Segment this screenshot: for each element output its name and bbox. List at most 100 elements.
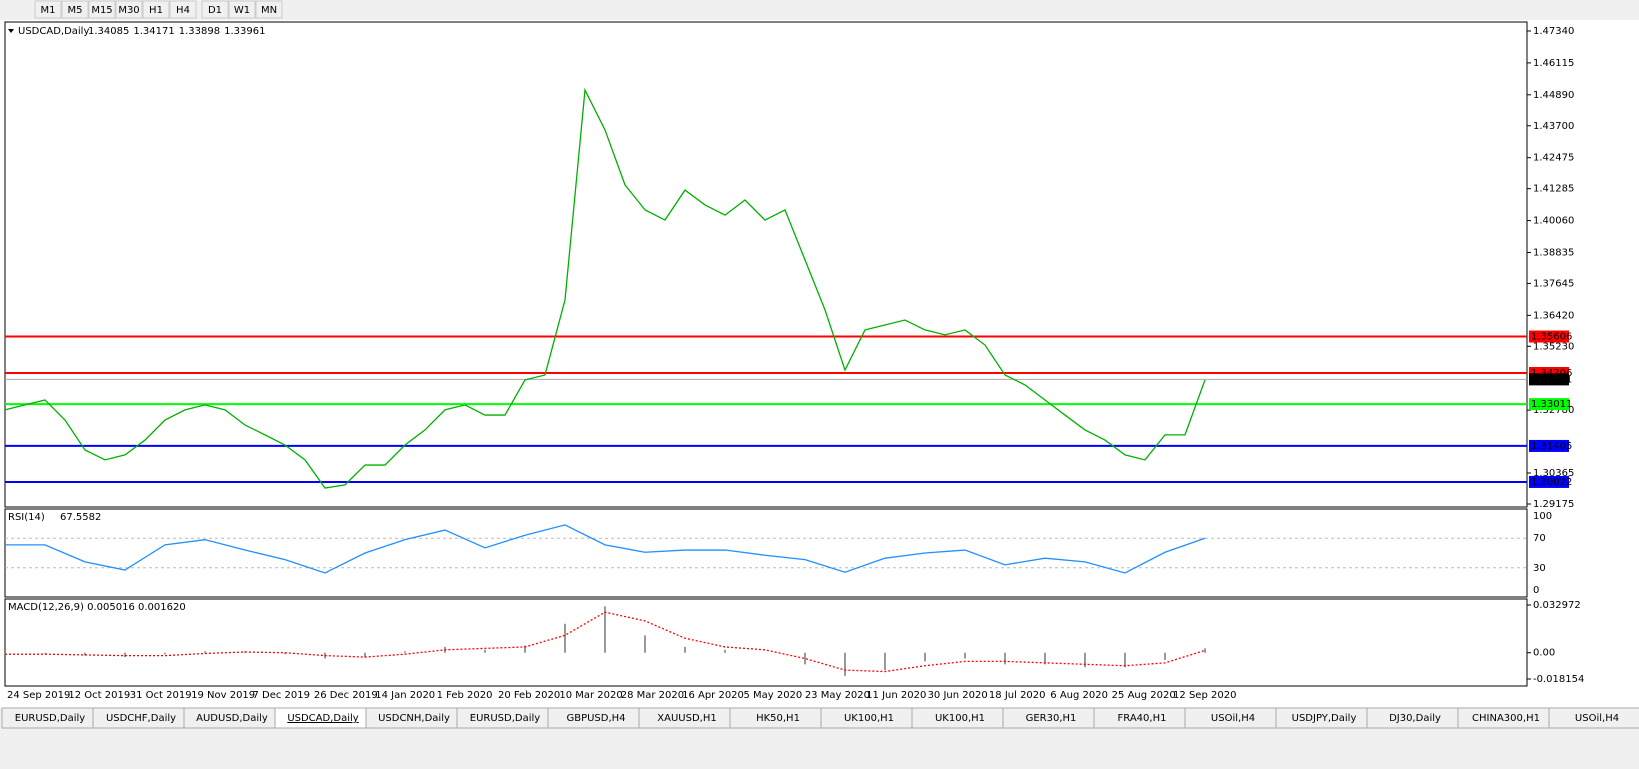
rsi-tick-label: 0: [1533, 585, 1539, 596]
tab-label[interactable]: DJ30,Daily: [1389, 713, 1441, 724]
tab-label[interactable]: XAUUSD,H1: [657, 713, 716, 724]
timeframe-label[interactable]: MN: [261, 5, 277, 16]
x-tick-label: 23 May 2020: [805, 690, 870, 701]
level-label: 1.33961: [1531, 374, 1572, 385]
x-tick-label: 1 Feb 2020: [437, 690, 493, 701]
macd-tick-label: 0.00: [1533, 648, 1555, 659]
timeframe-label[interactable]: M5: [68, 5, 83, 16]
price-panel: [4, 21, 1528, 508]
chart-window: [0, 20, 1639, 708]
toolbar: [0, 0, 1639, 20]
x-tick-label: 14 Jan 2020: [375, 690, 435, 701]
tab-label[interactable]: EURUSD,Daily: [15, 713, 86, 724]
timeframe-button[interactable]: [142, 0, 170, 19]
rsi-tick-label: 70: [1533, 533, 1546, 544]
y-tick-label: 1.36420: [1533, 310, 1574, 321]
y-tick-label: 1.37645: [1533, 278, 1574, 289]
tab-label[interactable]: UK100,H1: [935, 713, 985, 724]
timeframe-label[interactable]: M30: [118, 5, 139, 16]
timeframe-button[interactable]: [169, 0, 197, 19]
x-tick-label: 26 Dec 2019: [314, 690, 378, 701]
level-label: 1.30022: [1531, 477, 1572, 488]
y-tick-label: 1.30365: [1533, 468, 1574, 479]
macd-signal: [5, 611, 1206, 673]
level-tag: [1529, 439, 1569, 452]
rsi-title: RSI(14): [8, 512, 45, 523]
x-tick-label: 25 Aug 2020: [1112, 690, 1176, 701]
timeframe-button[interactable]: [255, 0, 283, 19]
macd-tick-label: -0.018154: [1533, 674, 1584, 685]
chart-title: USDCAD,Daily: [18, 26, 89, 37]
ohlc-value: 1.33961: [224, 26, 265, 37]
ohlc-value: 1.34171: [133, 26, 174, 37]
timeframe-button[interactable]: [88, 0, 116, 19]
timeframe-label[interactable]: M15: [91, 5, 112, 16]
level-label: 1.35606: [1531, 332, 1572, 343]
tab-label[interactable]: UK100,H1: [844, 713, 894, 724]
y-tick-label: 1.32780: [1533, 405, 1574, 416]
x-tick-label: 10 Mar 2020: [559, 690, 622, 701]
level-tag: [1529, 475, 1569, 488]
timeframe-label[interactable]: W1: [234, 5, 250, 16]
x-tick-label: 16 Apr 2020: [682, 690, 744, 701]
x-tick-label: 30 Jun 2020: [928, 690, 988, 701]
level-label: 1.33011: [1531, 399, 1572, 410]
ohlc-value: 1.33898: [179, 26, 220, 37]
ohlc-values: 1.34085 1.34171 1.33898 1.33961: [88, 26, 265, 37]
timeframe-button[interactable]: [34, 0, 62, 19]
tab-label[interactable]: CHINA300,H1: [1472, 713, 1540, 724]
level-tag: [1529, 373, 1569, 386]
x-tick-label: 18 Jul 2020: [989, 690, 1046, 701]
rsi-value: 67.5582: [60, 512, 101, 523]
x-tick-label: 31 Oct 2019: [130, 690, 192, 701]
tab-label[interactable]: USOil,H4: [1211, 713, 1255, 724]
timeframe-button[interactable]: [115, 0, 143, 19]
level-tag: [1529, 398, 1569, 411]
timeframe-button[interactable]: [61, 0, 89, 19]
symbol-tab[interactable]: [1548, 707, 1639, 729]
timeframe-label[interactable]: D1: [208, 5, 222, 16]
rsi-line: [5, 524, 1206, 574]
tab-label[interactable]: FRA40,H1: [1118, 713, 1167, 724]
level-label: 1.31405: [1531, 441, 1572, 452]
y-tick-label: 1.38835: [1533, 247, 1574, 258]
tab-label[interactable]: USDCNH,Daily: [378, 713, 450, 724]
timeframe-button[interactable]: [201, 0, 229, 19]
x-tick-label: 19 Nov 2019: [191, 690, 255, 701]
timeframe-button[interactable]: [228, 0, 256, 19]
x-tick-label: 20 Feb 2020: [498, 690, 560, 701]
timeframe-label[interactable]: H4: [176, 5, 190, 16]
x-tick-label: 5 May 2020: [743, 690, 802, 701]
tab-label[interactable]: EURUSD,Daily: [470, 713, 541, 724]
tab-label[interactable]: USDCHF,Daily: [106, 713, 176, 724]
tab-label[interactable]: USDJPY,Daily: [1292, 713, 1357, 724]
x-tick-label: 6 Aug 2020: [1050, 690, 1108, 701]
macd-tick-label: 0.032972: [1533, 600, 1581, 611]
macd-title: MACD(12,26,9) 0.005016 0.001620: [8, 602, 186, 613]
tab-label[interactable]: AUDUSD,Daily: [196, 713, 268, 724]
y-tick-label: 1.29175: [1533, 499, 1574, 510]
y-tick-label: 1.35230: [1533, 341, 1574, 352]
timeframe-label[interactable]: H1: [149, 5, 163, 16]
tab-label[interactable]: HK50,H1: [756, 713, 800, 724]
rsi-tick-label: 30: [1533, 563, 1546, 574]
ohlc-value: 1.34085: [88, 26, 129, 37]
y-tick-label: 1.47340: [1533, 26, 1574, 37]
x-tick-label: 12 Oct 2019: [68, 690, 130, 701]
tab-label[interactable]: USOil,H4: [1575, 713, 1619, 724]
rsi-tick-label: 100: [1533, 511, 1552, 522]
tab-label[interactable]: GBPUSD,H4: [566, 713, 625, 724]
level-tag: [1529, 330, 1569, 343]
collapse-arrow: [8, 29, 14, 33]
macd-panel: [4, 598, 1528, 687]
x-tick-label: 28 Mar 2020: [621, 690, 684, 701]
y-tick-label: 1.40060: [1533, 216, 1574, 227]
y-tick-label: 1.42475: [1533, 153, 1574, 164]
tab-label[interactable]: GER30,H1: [1026, 713, 1077, 724]
tab-label[interactable]: USDCAD,Daily: [287, 713, 358, 724]
x-tick-label: 24 Sep 2019: [7, 690, 70, 701]
x-tick-label: 12 Sep 2020: [1173, 690, 1236, 701]
timeframe-label[interactable]: M1: [41, 5, 56, 16]
